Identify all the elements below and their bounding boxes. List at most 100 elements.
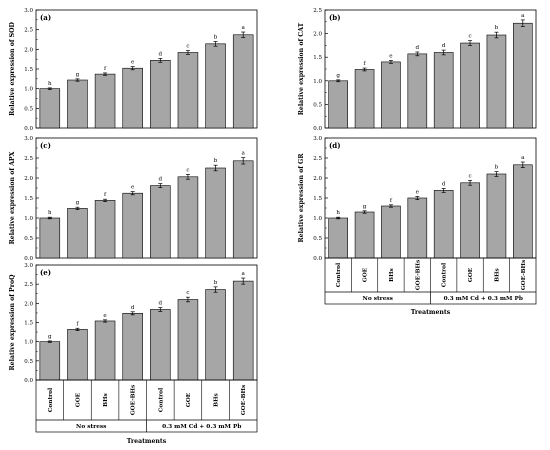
- significance-letter: c: [186, 167, 189, 173]
- y-axis-label: Relative expression of SOD: [9, 21, 16, 115]
- y-tick-label: 0.5: [24, 359, 33, 365]
- y-tick-label: 0.5: [313, 236, 322, 242]
- y-tick-label: 1.5: [313, 55, 322, 61]
- y-tick-label: 2.5: [313, 8, 322, 14]
- y-tick-label: 2.5: [24, 282, 33, 288]
- significance-letter: e: [416, 189, 420, 195]
- bar-goe-bhs: [513, 22, 533, 129]
- y-tick-label: 2.5: [313, 156, 322, 162]
- y-tick-label: 0.5: [313, 102, 322, 108]
- significance-letter: f: [76, 321, 79, 327]
- significance-letter: g: [363, 204, 367, 210]
- y-tick-label: 0.0: [24, 256, 33, 262]
- significance-letter: b: [214, 280, 218, 286]
- x-axis-title: Treatments: [411, 309, 451, 316]
- bar-goe: [354, 69, 375, 129]
- y-tick-label: 0.0: [313, 256, 322, 262]
- y-tick-label: 1.0: [24, 340, 33, 346]
- bar-control: [328, 80, 348, 129]
- bar-goe-bhs: [407, 53, 428, 129]
- significance-letter: a: [242, 25, 246, 31]
- y-tick-label: 2.0: [313, 32, 322, 38]
- bar-bhs: [205, 43, 226, 129]
- y-tick-label: 2.5: [24, 156, 33, 162]
- y-tick-label: 2.5: [24, 28, 33, 34]
- y-tick-label: 0.0: [313, 126, 322, 132]
- panel-label: (a): [40, 13, 51, 22]
- panel-label: (c): [40, 141, 51, 150]
- bar-control: [433, 190, 454, 259]
- category-label: GOE-BHs: [415, 259, 421, 290]
- significance-letter: g: [336, 73, 340, 79]
- category-label: BHs: [214, 392, 220, 406]
- bar-bhs: [94, 73, 116, 129]
- y-tick-label: 1.5: [24, 196, 33, 202]
- y-axis-label: Relative expression of CAT: [298, 22, 305, 115]
- significance-letter: c: [186, 44, 189, 50]
- bar-control: [150, 185, 171, 259]
- category-label: GOE: [468, 267, 474, 282]
- significance-letter: e: [131, 60, 135, 66]
- significance-letter: a: [242, 271, 246, 277]
- significance-letter: d: [442, 181, 446, 187]
- group-label: No stress: [76, 424, 107, 430]
- y-tick-label: 3.0: [24, 263, 33, 269]
- category-label: BHs: [103, 392, 109, 406]
- significance-letter: b: [495, 165, 499, 171]
- significance-letter: a: [521, 13, 525, 19]
- y-tick-label: 1.0: [24, 87, 33, 93]
- significance-letter: h: [48, 81, 52, 87]
- bar-goe-bhs: [513, 164, 533, 259]
- significance-letter: b: [495, 25, 499, 31]
- category-label: Control: [442, 262, 448, 287]
- category-label: GOE: [186, 392, 192, 407]
- bar-goe-bhs: [232, 160, 254, 259]
- significance-letter: a: [521, 155, 525, 161]
- significance-letter: d: [159, 301, 163, 307]
- y-axis-label: Relative expression of APX: [9, 151, 16, 244]
- significance-letter: g: [76, 72, 80, 78]
- bar-bhs: [205, 289, 226, 381]
- bar-goe: [177, 299, 199, 381]
- bar-control: [39, 88, 61, 129]
- x-category-table: Control GOE BHs GOE-BHs Control GOE BHs GOE-BHs…: [35, 379, 258, 445]
- bar-bhs: [381, 61, 401, 129]
- significance-letter: a: [242, 151, 246, 157]
- bar-goe: [177, 52, 199, 129]
- bar-goe: [67, 208, 88, 259]
- significance-letter: c: [186, 290, 189, 296]
- significance-letter: d: [159, 177, 163, 183]
- y-tick-label: 1.5: [24, 321, 33, 327]
- y-tick-label: 3.0: [313, 136, 322, 142]
- significance-letter: f: [104, 66, 107, 72]
- category-label: GOE: [75, 392, 81, 407]
- bar-bhs: [205, 167, 226, 259]
- bar-control: [433, 52, 454, 129]
- significance-letter: c: [468, 173, 471, 179]
- panel-label: (d): [329, 141, 341, 150]
- bar-control: [39, 217, 61, 259]
- bar-goe: [177, 176, 199, 259]
- bar-goe: [67, 79, 88, 129]
- y-tick-label: 1.0: [313, 79, 322, 85]
- chart-panel-b: 0.0 0.5 1.0 1.5 2.0 2.5 Relative expression of…: [298, 8, 537, 132]
- bar-control: [328, 217, 348, 259]
- bar-bhs: [94, 200, 116, 259]
- significance-letter: e: [389, 54, 393, 60]
- panel-label: (b): [329, 13, 341, 22]
- group-label: 0.3 mM Cd + 0.3 mM Pb: [162, 424, 241, 430]
- bar-goe: [460, 182, 480, 259]
- bar-goe-bhs: [122, 192, 143, 259]
- bar-bhs: [486, 34, 507, 129]
- bar-bhs: [94, 320, 116, 381]
- category-label: BHs: [494, 267, 500, 281]
- y-tick-label: 1.5: [313, 196, 322, 202]
- y-tick-label: 0.5: [24, 236, 33, 242]
- significance-letter: d: [416, 45, 420, 51]
- bar-goe-bhs: [232, 280, 254, 381]
- y-tick-label: 2.0: [24, 176, 33, 182]
- bar-goe: [460, 42, 480, 129]
- significance-letter: e: [103, 313, 107, 319]
- y-axis-label: Relative expression of ProQ: [9, 274, 16, 371]
- significance-letter: b: [214, 158, 218, 164]
